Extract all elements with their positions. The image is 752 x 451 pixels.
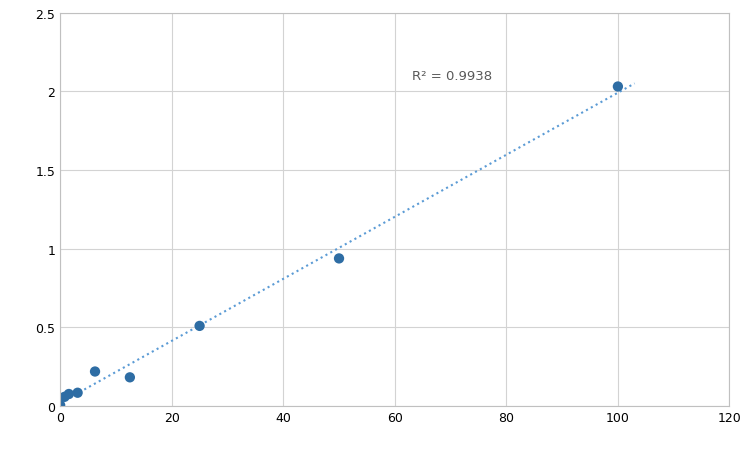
Point [612,84,624,91]
Point [124,374,136,381]
Point [63,391,75,398]
Text: R² = 0.9938: R² = 0.9938 [411,70,492,83]
Point [89,368,101,375]
Point [71,389,83,396]
Point [333,255,345,262]
Point [54,402,66,409]
Point [59,393,71,400]
Point [193,322,205,330]
